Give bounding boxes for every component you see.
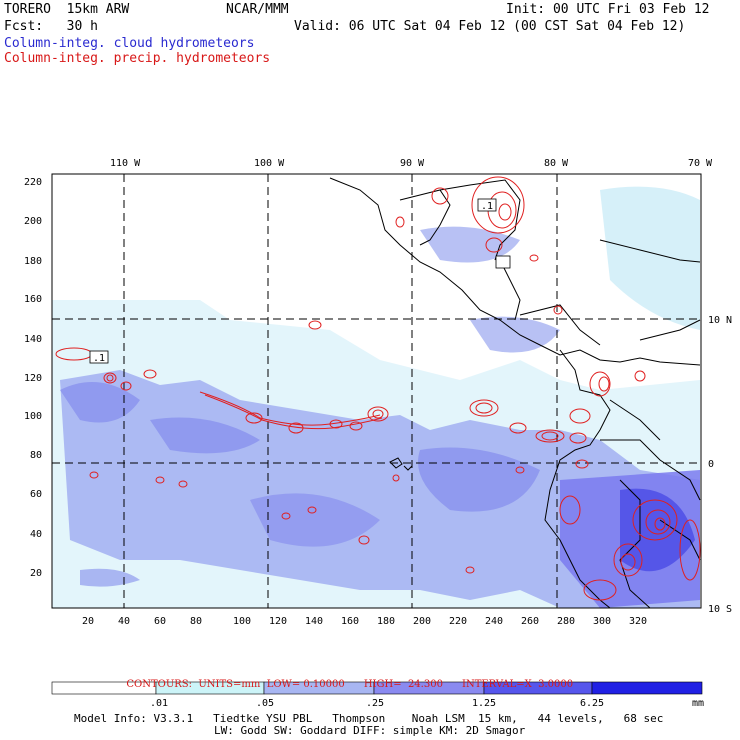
x-tick-label: 280 <box>557 616 575 627</box>
org-label: NCAR/MMM <box>226 2 289 17</box>
contours-info: CONTOURS: UNITS=mm LOW= 0.10000 HIGH= 24… <box>120 668 573 690</box>
lat-label: 10 N <box>708 315 732 326</box>
x-tick-label: 140 <box>305 616 323 627</box>
x-tick-label: 200 <box>413 616 431 627</box>
x-tick-labels: 20 40 60 80 100 120 140 160 180 200 220 … <box>82 616 647 627</box>
lat-lon-grid <box>52 174 701 608</box>
forecast-hour: Fcst: 30 h <box>4 19 98 34</box>
valid-time: Valid: 06 UTC Sat 04 Feb 12 (00 CST Sat … <box>294 19 686 34</box>
y-tick-label: 140 <box>24 334 42 345</box>
precip-contours <box>55 176 701 601</box>
colorbar-label: .01 <box>150 698 168 709</box>
x-tick-label: 260 <box>521 616 539 627</box>
y-tick-label: 220 <box>24 177 42 188</box>
lat-label: 10 S <box>708 604 732 615</box>
cloud-shading <box>52 186 700 608</box>
lon-label: 100 W <box>254 158 285 169</box>
y-tick-label: 200 <box>24 216 42 227</box>
lon-label: 70 W <box>688 158 713 169</box>
model-info-line1: Model Info: V3.3.1 Tiedtke YSU PBL Thomp… <box>74 712 664 725</box>
y-tick-label: 180 <box>24 256 42 267</box>
coastlines <box>329 177 701 608</box>
contour-label: .1 <box>481 201 493 212</box>
model-info-line2: LW: Godd SW: Goddard DIFF: simple KM: 2D… <box>214 724 526 737</box>
y-tick-labels: 20 40 60 80 100 120 140 160 180 200 220 <box>24 177 42 579</box>
contours-high: HIGH= 24.300 <box>363 679 443 690</box>
x-tick-label: 60 <box>154 616 166 627</box>
y-tick-label: 100 <box>24 411 42 422</box>
lon-label: 110 W <box>110 158 141 169</box>
x-tick-label: 160 <box>341 616 359 627</box>
x-tick-label: 20 <box>82 616 94 627</box>
x-tick-label: 120 <box>269 616 287 627</box>
colorbar <box>51 681 703 695</box>
contours-interval: INTERVAL=X 3.0000 <box>462 679 574 690</box>
x-tick-label: 220 <box>449 616 467 627</box>
field-precip-label: Column-integ. precip. hydrometeors <box>4 51 271 66</box>
contours-units: CONTOURS: UNITS=mm LOW= 0.10000 <box>126 679 345 690</box>
x-tick-label: 180 <box>377 616 395 627</box>
colorbar-label: 6.25 <box>580 698 604 709</box>
y-tick-label: 60 <box>30 489 42 500</box>
contour-label: .1 <box>93 353 105 364</box>
colorbar-label: 1.25 <box>472 698 496 709</box>
model-title: TORERO 15km ARW <box>4 2 130 17</box>
x-tick-label: 240 <box>485 616 503 627</box>
x-tick-label: 100 <box>233 616 251 627</box>
init-time: Init: 00 UTC Fri 03 Feb 12 <box>506 2 710 17</box>
y-tick-label: 160 <box>24 294 42 305</box>
x-tick-label: 300 <box>593 616 611 627</box>
map-frame <box>51 173 702 609</box>
colorbar-labels: .01 .05 .25 1.25 6.25 mm <box>150 698 704 709</box>
colorbar-label: mm <box>692 698 704 709</box>
x-tick-label: 40 <box>118 616 130 627</box>
latitude-labels: 10 N 0 10 S <box>708 315 732 615</box>
colorbar-label: .25 <box>366 698 384 709</box>
contour-label-boxes <box>89 198 511 364</box>
y-tick-label: 80 <box>30 450 42 461</box>
y-tick-label: 120 <box>24 373 42 384</box>
y-tick-label: 20 <box>30 568 42 579</box>
field-cloud-label: Column-integ. cloud hydrometeors <box>4 36 255 51</box>
x-tick-label: 80 <box>190 616 202 627</box>
lon-label: 90 W <box>400 158 425 169</box>
lat-label: 0 <box>708 459 714 470</box>
longitude-labels: 110 W 100 W 90 W 80 W 70 W <box>110 158 713 169</box>
x-tick-label: 320 <box>629 616 647 627</box>
colorbar-label: .05 <box>256 698 274 709</box>
y-tick-label: 40 <box>30 529 42 540</box>
lon-label: 80 W <box>544 158 569 169</box>
